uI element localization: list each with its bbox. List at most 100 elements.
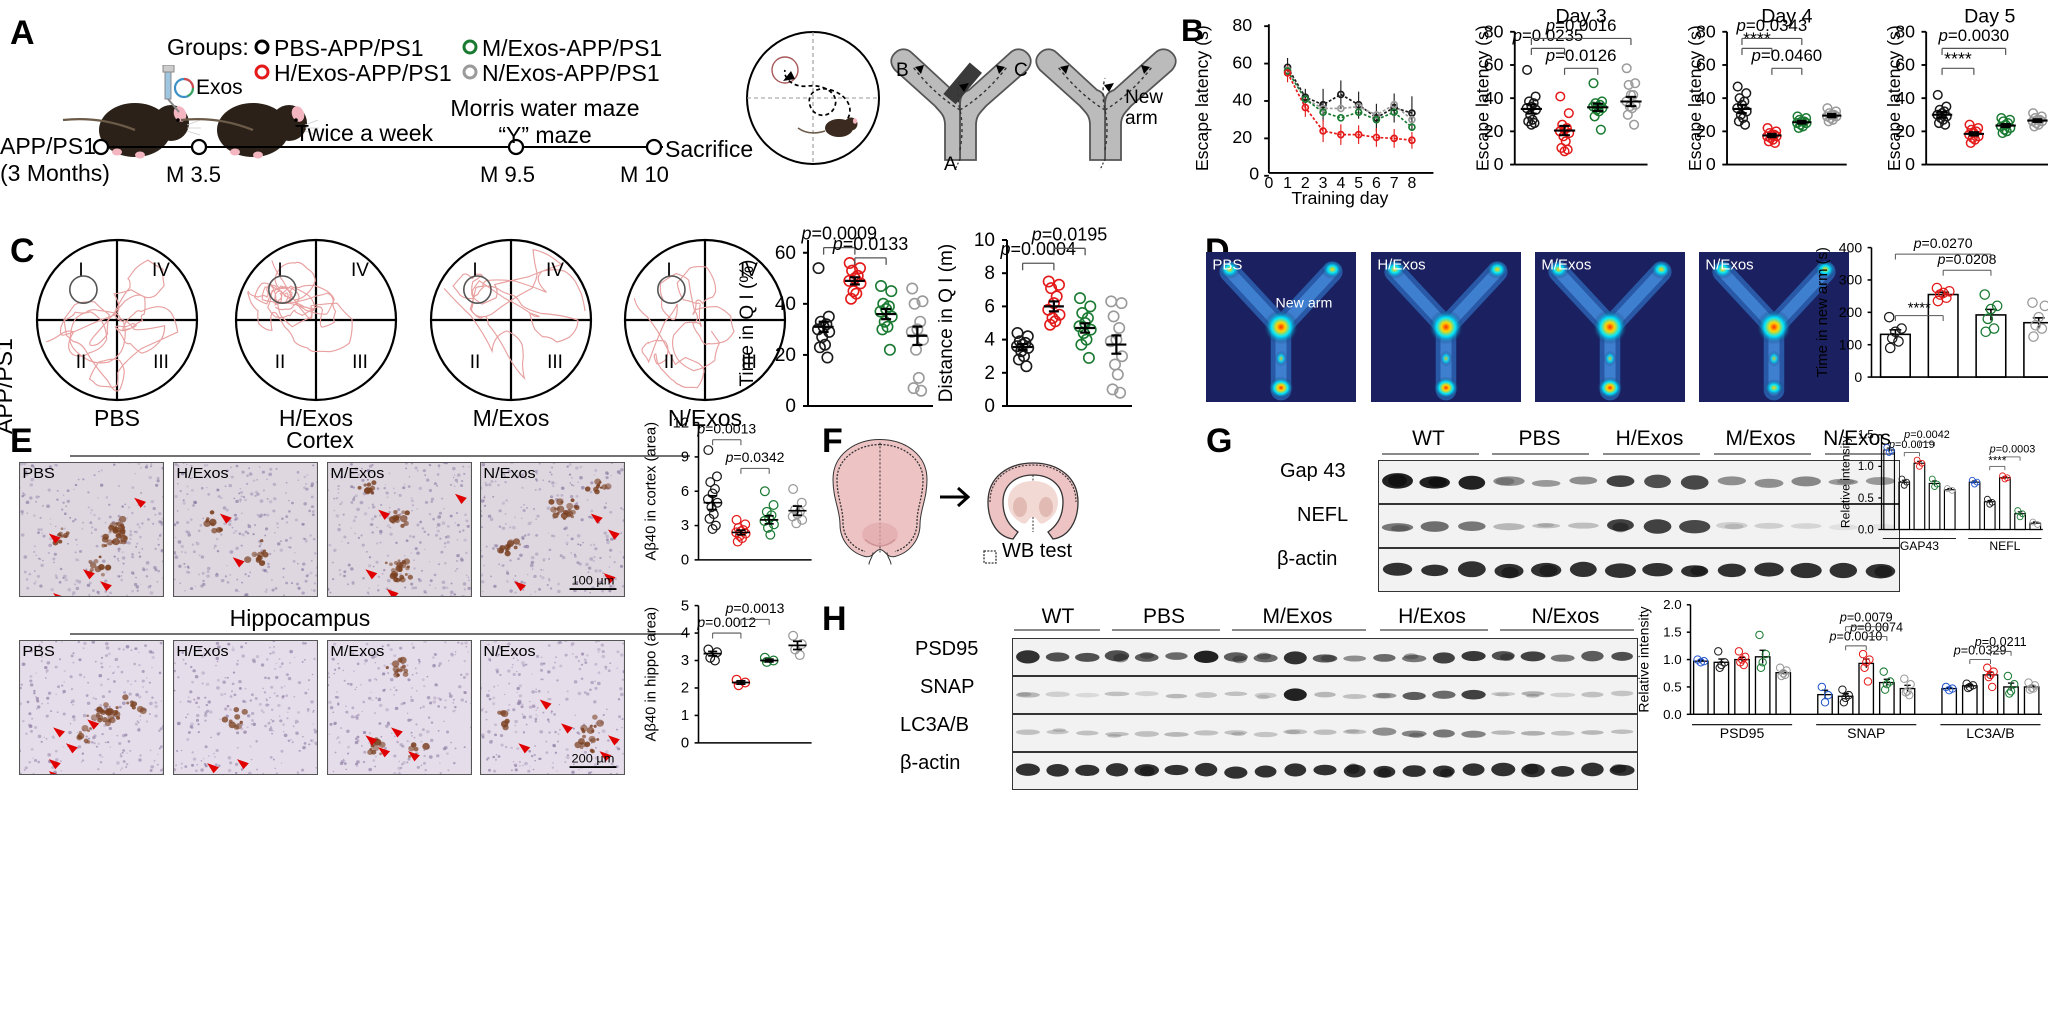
svg-text:p=0.0211: p=0.0211 [1974,635,2027,649]
svg-text:0.5: 0.5 [1858,493,1874,505]
svg-text:p=0.0042: p=0.0042 [1903,429,1950,441]
svg-text:4: 4 [681,626,689,642]
svg-text:0: 0 [1706,154,1716,174]
svg-text:PBS: PBS [22,465,54,481]
svg-text:N/Exos: N/Exos [483,465,535,481]
svg-text:N/Exos: N/Exos [483,643,535,659]
svg-text:p=0.0460: p=0.0460 [1751,46,1823,65]
svg-text:p=0.0342: p=0.0342 [725,449,785,465]
svg-text:IV: IV [152,260,170,281]
svg-text:Aβ40 in cortex (area): Aβ40 in cortex (area) [644,422,660,561]
svg-text:1.5: 1.5 [1663,625,1682,640]
svg-text:II: II [275,352,286,373]
svg-text:400: 400 [1839,239,1863,255]
svg-text:0.0: 0.0 [1663,707,1682,722]
svg-text:****: **** [1944,49,1972,69]
svg-text:80: 80 [1232,15,1252,35]
svg-text:H/Exos: H/Exos [176,643,228,659]
svg-text:1.5: 1.5 [1858,430,1874,442]
svg-text:p=0.0012: p=0.0012 [696,614,756,630]
svg-text:5: 5 [681,598,689,614]
svg-text:p=0.0126: p=0.0126 [1545,46,1617,65]
svg-text:200: 200 [1839,304,1863,320]
svg-text:p=0.0133: p=0.0133 [832,234,909,254]
svg-text:H/Exos: H/Exos [176,465,228,481]
svg-text:5: 5 [1354,175,1363,192]
svg-text:H/Exos: H/Exos [1377,256,1425,273]
svg-text:Time in new arm (s): Time in new arm (s) [1815,247,1831,377]
svg-text:2: 2 [681,681,689,697]
svg-text:Relative intensity: Relative intensity [1635,606,1651,712]
svg-text:arm: arm [1125,108,1158,129]
svg-text:IV: IV [351,260,369,281]
svg-text:100: 100 [1839,336,1863,352]
svg-text:GAP43: GAP43 [1900,539,1939,553]
svg-text:II: II [76,352,87,373]
svg-text:0.5: 0.5 [1663,679,1682,694]
svg-text:0.0: 0.0 [1858,524,1874,536]
svg-text:8: 8 [984,263,995,284]
svg-text:Time in Q I (%): Time in Q I (%) [737,259,758,386]
svg-text:p=0.0016: p=0.0016 [1545,16,1617,35]
svg-text:SNAP: SNAP [1847,725,1885,741]
svg-text:II: II [470,352,481,373]
svg-text:Escape latency (s): Escape latency (s) [1685,25,1705,171]
svg-text:PSD95: PSD95 [1720,725,1765,741]
svg-text:PBS: PBS [22,643,54,659]
svg-text:2: 2 [984,363,995,384]
svg-text:0: 0 [984,396,995,417]
svg-text:III: III [547,352,563,373]
svg-text:p=0.0270: p=0.0270 [1913,235,1973,251]
svg-text:6: 6 [1372,175,1381,192]
svg-text:Distance in Q I (m): Distance in Q I (m) [936,244,957,402]
svg-text:4: 4 [1336,175,1345,192]
svg-text:1: 1 [1283,175,1292,192]
svg-text:6: 6 [984,296,995,317]
svg-text:IV: IV [546,260,564,281]
svg-text:Escape latency (s): Escape latency (s) [1884,25,1904,171]
svg-text:0: 0 [681,736,689,752]
svg-text:0: 0 [1249,164,1259,184]
svg-text:12: 12 [673,415,689,431]
svg-text:B: B [896,60,909,81]
svg-text:0: 0 [1905,154,1915,174]
svg-text:M/Exos: M/Exos [1541,256,1591,273]
svg-text:40: 40 [1232,90,1252,110]
svg-text:1: 1 [681,708,689,724]
svg-text:300: 300 [1839,272,1863,288]
svg-text:II: II [664,352,675,373]
svg-text:N/Exos: N/Exos [1705,256,1753,273]
svg-text:p=0.0079: p=0.0079 [1839,611,1893,625]
svg-text:7: 7 [1390,175,1399,192]
svg-text:p=0.0208: p=0.0208 [1937,251,1997,267]
svg-text:p=0.0013: p=0.0013 [725,600,785,616]
svg-text:NEFL: NEFL [1989,539,2020,553]
svg-text:New: New [1125,87,1163,108]
svg-text:p=0.0013: p=0.0013 [696,421,756,437]
svg-text:New arm: New arm [1275,295,1332,311]
svg-text:III: III [153,352,169,373]
svg-text:Escape latency (s): Escape latency (s) [1473,25,1493,171]
svg-text:p=0.0003: p=0.0003 [1989,443,2036,455]
svg-text:200 µm: 200 µm [572,752,615,765]
svg-text:40: 40 [775,294,796,315]
svg-text:1.0: 1.0 [1858,461,1874,473]
svg-text:M/Exos: M/Exos [330,643,384,659]
svg-text:20: 20 [775,345,796,366]
svg-text:Aβ40 in hippo (area): Aβ40 in hippo (area) [644,607,660,742]
svg-text:2: 2 [1301,175,1310,192]
svg-text:p=0.0343: p=0.0343 [1736,16,1808,35]
svg-text:LC3A/B: LC3A/B [1966,725,2014,741]
svg-text:1.0: 1.0 [1663,652,1682,667]
svg-text:60: 60 [775,243,796,264]
svg-text:C: C [1014,60,1028,81]
svg-text:p=0.0195: p=0.0195 [1031,224,1108,244]
svg-text:3: 3 [681,518,689,534]
svg-text:****: **** [1908,300,1931,316]
svg-text:6: 6 [681,484,689,500]
svg-text:PBS: PBS [1212,256,1242,273]
svg-text:****: **** [1988,455,2006,467]
svg-text:M/Exos: M/Exos [330,465,384,481]
svg-text:100 µm: 100 µm [572,574,615,587]
svg-text:Day 5: Day 5 [1964,5,2015,27]
